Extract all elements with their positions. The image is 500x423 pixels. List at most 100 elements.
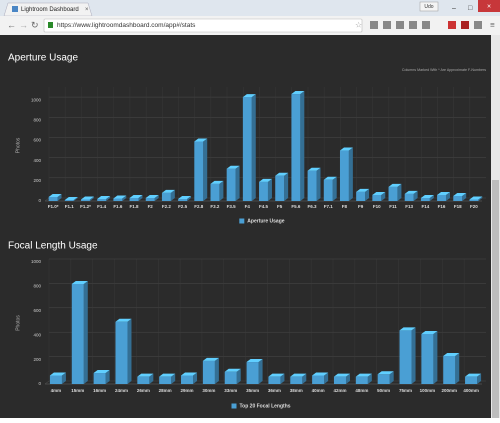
bar-top	[49, 372, 66, 376]
x-tick-label: F5	[277, 204, 283, 209]
bar	[333, 373, 350, 384]
bar-top	[268, 373, 285, 377]
bar	[137, 373, 154, 384]
bar-top	[420, 194, 434, 198]
x-tick-label: F14	[421, 204, 429, 209]
tab-title[interactable]: Lightroom Dashboard	[21, 7, 79, 13]
x-tick-label: F1.1	[65, 204, 75, 209]
bar-side	[389, 371, 394, 384]
bar	[307, 167, 321, 201]
bar-front	[49, 375, 62, 384]
bar	[323, 176, 337, 201]
bar	[275, 172, 289, 201]
bar-side	[193, 372, 198, 384]
extension[interactable]	[409, 21, 417, 29]
minimize[interactable]: –	[452, 5, 456, 12]
bar-top	[71, 280, 88, 284]
x-tick-label: F1.2*	[80, 204, 91, 209]
legend-label: Top 20 Focal Lengths	[240, 403, 291, 409]
bar	[291, 91, 305, 201]
bar	[355, 373, 372, 384]
bar-side	[106, 195, 111, 201]
bar-top	[275, 172, 289, 176]
bar-top	[372, 191, 386, 195]
x-tick-label: F2	[148, 204, 154, 209]
extension[interactable]	[474, 21, 482, 29]
bar-top	[388, 183, 402, 187]
x-tick-label: 4mm	[51, 388, 62, 393]
x-tick-label: 40mm	[312, 388, 325, 393]
back-button[interactable]: ←	[7, 20, 16, 30]
y-tick-label: 1000	[31, 259, 42, 264]
bar	[443, 352, 460, 384]
bar-front	[275, 175, 285, 201]
forward-button[interactable]: →	[19, 20, 28, 30]
bookmark-star[interactable]: ☆	[355, 21, 362, 30]
address-bar[interactable]	[43, 18, 363, 33]
bar-top	[202, 357, 219, 361]
bar-top	[404, 190, 418, 194]
chart-title: Aperture Usage	[8, 53, 78, 64]
extension[interactable]	[461, 21, 469, 29]
bar-front	[210, 183, 220, 201]
scroll-thumb[interactable]	[492, 180, 499, 418]
bar-side	[127, 318, 132, 384]
url[interactable]: https://www.lightroomdashboard.com/app#/…	[57, 22, 196, 29]
maximize[interactable]: □	[468, 5, 473, 12]
extension[interactable]	[383, 21, 391, 29]
extension[interactable]	[448, 21, 456, 29]
bar	[399, 327, 416, 384]
x-tick-label: 29mm	[181, 388, 194, 393]
user-name[interactable]: Udo	[424, 4, 433, 10]
tab-close[interactable]: ×	[85, 7, 89, 13]
menu[interactable]: ≡	[490, 21, 495, 30]
bar-side	[332, 176, 337, 201]
extensions: ≡	[370, 21, 495, 30]
x-tick-label: 24mm	[115, 388, 128, 393]
bar-top	[355, 373, 372, 377]
bar-top	[224, 368, 241, 372]
bar-front	[443, 355, 456, 384]
bar-front	[113, 198, 123, 201]
legend-label: Aperture Usage	[247, 218, 284, 224]
legend-swatch	[231, 403, 237, 409]
bar-front	[437, 194, 446, 201]
y-tick-label: 800	[33, 284, 41, 289]
bar-top	[443, 352, 460, 356]
bar	[268, 373, 285, 384]
bar	[113, 195, 127, 201]
bar	[115, 318, 132, 384]
bar-front	[226, 168, 236, 201]
x-tick-label: 100mm	[420, 388, 436, 393]
bar-side	[397, 183, 402, 201]
bar	[259, 178, 272, 201]
bar	[356, 188, 370, 201]
extension[interactable]	[396, 21, 404, 29]
bar-front	[404, 193, 414, 201]
x-tick-label: 35mm	[246, 388, 259, 393]
bar-top	[290, 373, 307, 377]
close-window[interactable]	[478, 0, 500, 12]
extension[interactable]	[370, 21, 378, 29]
bar-front	[242, 97, 252, 201]
bar-side	[214, 357, 219, 384]
bar-top	[113, 195, 127, 199]
bar-side	[187, 195, 192, 201]
bar-front	[453, 195, 463, 201]
bar	[194, 138, 208, 201]
x-tick-label: F10	[373, 204, 381, 209]
extension[interactable]	[422, 21, 430, 29]
reload-button[interactable]: ↻	[31, 20, 39, 30]
bar-side	[445, 191, 450, 201]
bar	[420, 194, 434, 201]
bar	[437, 191, 450, 201]
bar-side	[381, 191, 386, 201]
bar	[226, 165, 240, 201]
bar-front	[372, 194, 382, 201]
bar-top	[97, 195, 111, 199]
bar-front	[71, 283, 84, 384]
user-button[interactable]	[419, 1, 439, 12]
bar-front	[333, 376, 346, 384]
bar-side	[478, 196, 483, 201]
x-tick-label: F1.6	[113, 204, 123, 209]
